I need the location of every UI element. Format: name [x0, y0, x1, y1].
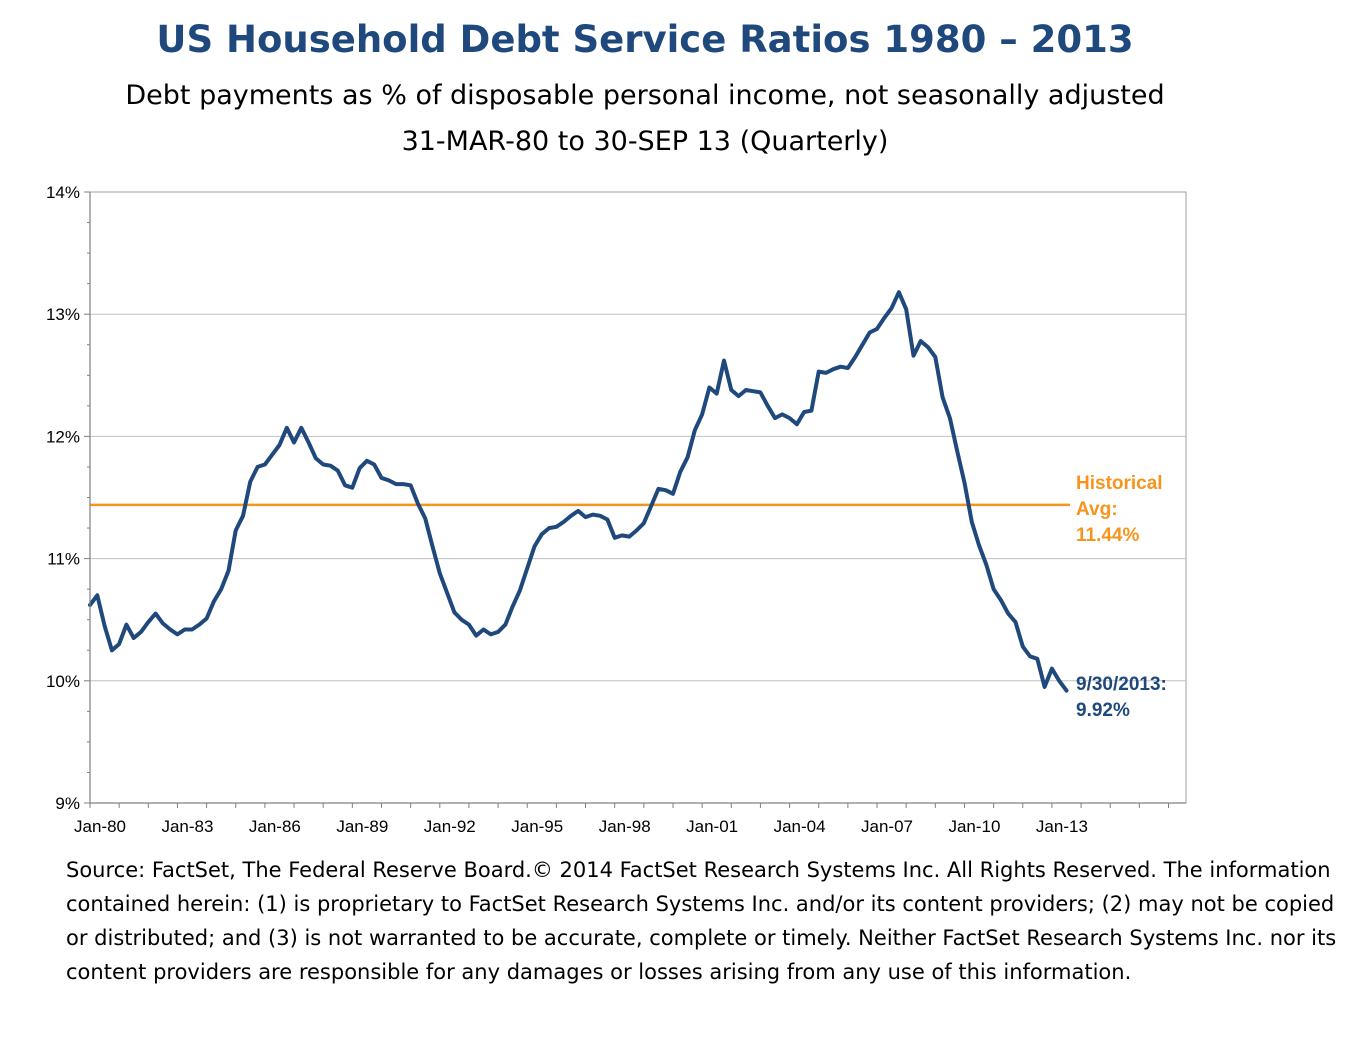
- gridlines: [89, 191, 1187, 804]
- x-tick-label: Jan-04: [774, 817, 826, 836]
- last-value-label: 9/30/2013:: [1076, 674, 1167, 695]
- annotation-labels: Historical Avg: 11.44% 9/30/2013: 9.92%: [1076, 473, 1167, 721]
- historical-average-label: Avg:: [1076, 499, 1118, 520]
- historical-average-label: 11.44%: [1076, 525, 1139, 546]
- y-tick-label: 12%: [46, 427, 80, 446]
- axes: 9% 10% 11% 12% 13% 14% Jan-80 Jan-83 Jan-86 Jan-8…: [46, 183, 1186, 836]
- source-note: Source: FactSet, The Federal Reserve Boa…: [66, 858, 1337, 984]
- y-tick-label: 10%: [46, 672, 80, 691]
- x-tick-label: Jan-10: [948, 817, 1000, 836]
- debt-service-ratio-line: [88, 290, 1069, 693]
- x-tick-label: Jan-86: [249, 817, 301, 836]
- y-tick-label: 14%: [46, 183, 80, 202]
- historical-average-label: Historical: [1076, 473, 1163, 494]
- plot-area-border: [89, 191, 1187, 804]
- last-value-label: 9.92%: [1076, 700, 1130, 721]
- series-layer: [88, 290, 1069, 693]
- x-tick-label: Jan-80: [74, 817, 126, 836]
- x-tick-label: Jan-01: [686, 817, 738, 836]
- x-tick-label: Jan-92: [424, 817, 476, 836]
- y-tick-label: 11%: [47, 550, 80, 569]
- x-tick-label: Jan-89: [336, 817, 388, 836]
- y-tick-label: 9%: [55, 794, 80, 813]
- y-tick-label: 13%: [46, 305, 80, 324]
- x-tick-label: Jan-07: [861, 817, 913, 836]
- x-tick-label: Jan-83: [161, 817, 213, 836]
- line-chart: 9% 10% 11% 12% 13% 14% Jan-80 Jan-83 Jan-86 Jan-8…: [46, 183, 1187, 836]
- x-tick-label: Jan-95: [511, 817, 563, 836]
- chart-title: US Household Debt Service Ratios 1980 – …: [156, 18, 1134, 61]
- x-tick-label: Jan-98: [599, 817, 651, 836]
- chart-date-range: 31-MAR-80 to 30-SEP 13 (Quarterly): [401, 126, 889, 157]
- chart-subtitle: Debt payments as % of disposable persona…: [125, 80, 1165, 111]
- x-tick-label: Jan-13: [1036, 817, 1088, 836]
